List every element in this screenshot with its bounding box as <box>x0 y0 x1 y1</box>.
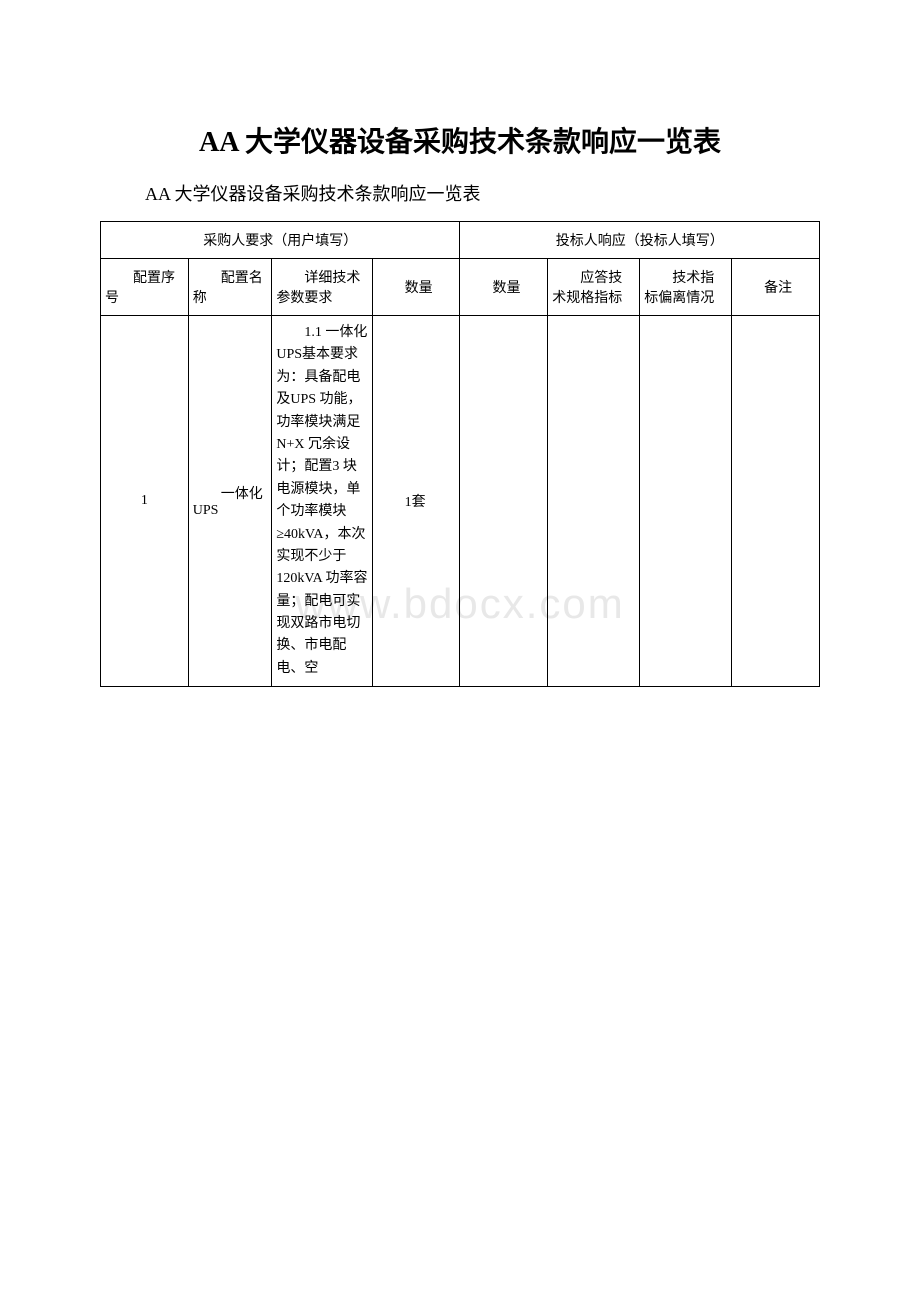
cell-spec: 1.1 一体化 UPS基本要求为：具备配电及UPS 功能，功率模块满足N+X 冗… <box>272 316 372 687</box>
col-remark: 备注 <box>732 259 820 316</box>
col-config-no: 配置序号 <box>101 259 189 316</box>
cell-deviation <box>640 316 732 687</box>
cell-qty1: 1套 <box>372 316 460 687</box>
col-response-spec: 应答技术规格指标 <box>548 259 640 316</box>
col-qty1: 数量 <box>372 259 460 316</box>
col-deviation: 技术指标偏离情况 <box>640 259 732 316</box>
cell-config-name: 一体化UPS <box>188 316 272 687</box>
bidder-group-header: 投标人响应（投标人填写） <box>460 222 820 259</box>
content-wrapper: AA 大学仪器设备采购技术条款响应一览表 AA 大学仪器设备采购技术条款响应一览… <box>100 120 820 687</box>
page-title: AA 大学仪器设备采购技术条款响应一览表 <box>100 120 820 160</box>
cell-remark <box>732 316 820 687</box>
table-row: 1 一体化UPS 1.1 一体化 UPS基本要求为：具备配电及UPS 功能，功率… <box>101 316 820 687</box>
col-config-name: 配置名称 <box>188 259 272 316</box>
table-group-header-row: 采购人要求（用户填写） 投标人响应（投标人填写） <box>101 222 820 259</box>
cell-qty2 <box>460 316 548 687</box>
response-table: 采购人要求（用户填写） 投标人响应（投标人填写） 配置序号 配置名称 详细技术参… <box>100 221 820 687</box>
col-qty2: 数量 <box>460 259 548 316</box>
buyer-group-header: 采购人要求（用户填写） <box>101 222 460 259</box>
page-subtitle: AA 大学仪器设备采购技术条款响应一览表 <box>145 180 820 206</box>
table-column-header-row: 配置序号 配置名称 详细技术参数要求 数量 数量 应答技术规格指标 技术指标偏离… <box>101 259 820 316</box>
cell-config-no: 1 <box>101 316 189 687</box>
col-spec: 详细技术参数要求 <box>272 259 372 316</box>
cell-response-spec <box>548 316 640 687</box>
